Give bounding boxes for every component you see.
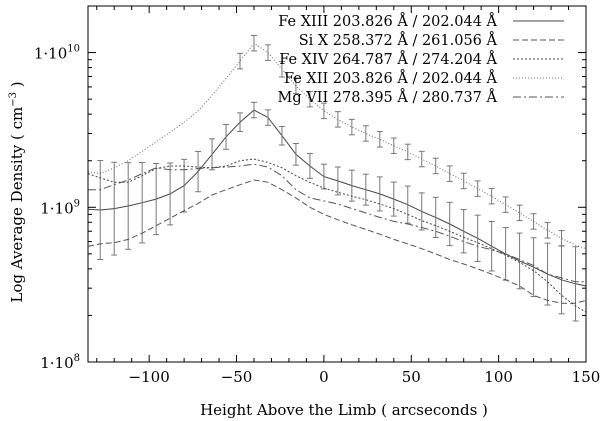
y-tick-label: 1·109 — [40, 198, 80, 217]
series-line — [87, 109, 587, 287]
y-tick-exponent: 8 — [74, 353, 80, 364]
y-tick-label: 1·108 — [40, 353, 80, 372]
x-tick-label: 150 — [572, 368, 600, 386]
legend-label: Si X 258.372 Å / 261.056 Å — [299, 31, 498, 49]
y-tick-mantissa: 1·10 — [40, 354, 73, 372]
x-axis-label: Height Above the Limb ( arcseconds ) — [200, 401, 488, 419]
series-line — [88, 163, 586, 283]
legend-label: Mg VII 278.395 Å / 280.737 Å — [278, 88, 498, 106]
series-1 — [87, 179, 587, 304]
series-0 — [87, 101, 587, 322]
x-tick-label: −100 — [129, 368, 170, 386]
y-axis-label-text: Log Average Density ( cm — [8, 107, 26, 303]
series-layer — [87, 34, 587, 322]
series-4 — [88, 163, 586, 283]
plot-frame — [87, 5, 587, 363]
series-line — [87, 179, 587, 304]
x-tick-label: 50 — [402, 368, 421, 386]
y-tick-mantissa: 1·10 — [40, 199, 73, 217]
x-tick-label: −50 — [221, 368, 253, 386]
y-tick-label: 1·1010 — [34, 44, 80, 63]
legend-label: Fe XII 203.826 Å / 202.044 Å — [284, 69, 498, 87]
y-tick-exponent: 9 — [74, 198, 80, 209]
legend-label: Fe XIII 203.826 Å / 202.044 Å — [278, 12, 497, 30]
series-line — [87, 158, 587, 313]
series-3 — [87, 34, 587, 250]
legend-label: Fe XIV 264.787 Å / 274.204 Å — [279, 50, 497, 68]
legend: Fe XIII 203.826 Å / 202.044 ÅSi X 258.37… — [278, 12, 564, 106]
series-2 — [87, 158, 587, 313]
x-tick-label: 0 — [319, 368, 329, 386]
y-axis-label-close: ) — [8, 81, 26, 92]
y-tick-mantissa: 1·10 — [34, 45, 67, 63]
y-axis-label-exponent: −3 — [8, 92, 19, 107]
x-tick-label: 100 — [484, 368, 513, 386]
y-axis-label: Log Average Density ( cm−3 ) — [8, 81, 26, 302]
y-tick-exponent: 10 — [67, 44, 80, 55]
